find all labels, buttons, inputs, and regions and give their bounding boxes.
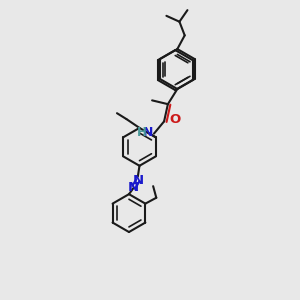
Text: N: N [143,126,153,139]
Text: N: N [128,182,139,194]
Text: H: H [136,126,146,139]
Text: O: O [169,113,181,126]
Text: N: N [133,174,144,187]
